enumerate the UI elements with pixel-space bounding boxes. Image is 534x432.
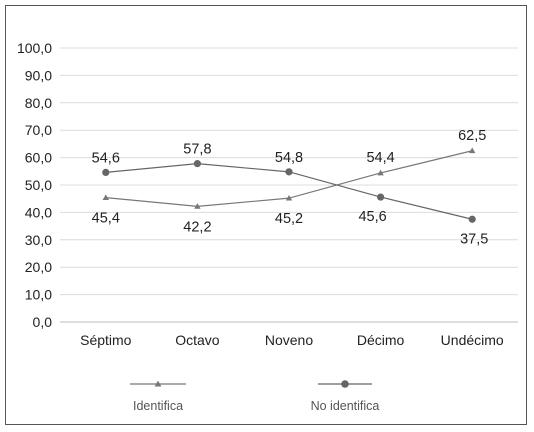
x-category-label: Décimo [357, 332, 405, 348]
y-tick-label: 10,0 [25, 287, 52, 303]
data-point-triangle [285, 194, 293, 201]
data-label: 54,8 [275, 150, 303, 166]
y-tick-label: 0,0 [33, 314, 53, 330]
data-point-circle [193, 160, 201, 168]
data-labels: 45,4 42,2 45,2 54,4 62,5 54,6 57,8 54,8 45,6 37,5 [92, 128, 489, 248]
data-label: 57,8 [183, 142, 211, 158]
legend-label: No identifica [311, 399, 380, 413]
legend-label: Identifica [133, 399, 183, 413]
data-label: 42,2 [183, 219, 211, 235]
data-point-circle [102, 168, 110, 176]
data-point-triangle [194, 203, 201, 209]
legend-triangle-icon [154, 380, 162, 387]
data-point-circle [377, 193, 385, 201]
data-point-triangle [469, 147, 476, 154]
y-tick-label: 20,0 [25, 259, 52, 275]
data-label: 45,6 [358, 209, 386, 225]
x-category-label: Octavo [175, 332, 220, 348]
y-tick-label: 40,0 [25, 204, 52, 220]
data-point-circle [285, 168, 293, 176]
y-tick-label: 90,0 [25, 67, 52, 83]
y-axis-ticks: 0,0 10,0 20,0 30,0 40,0 50,0 60,0 70,0 80,0 90,0 1… [17, 40, 52, 330]
y-tick-label: 70,0 [25, 122, 52, 138]
data-point-triangle [102, 194, 109, 201]
y-tick-label: 50,0 [25, 177, 52, 193]
y-tick-label: 80,0 [25, 95, 52, 111]
gridlines [60, 47, 518, 323]
series-lines [102, 147, 476, 223]
data-label: 54,4 [366, 150, 394, 166]
x-category-label: Noveno [265, 332, 313, 348]
data-label: 62,5 [458, 128, 486, 144]
y-tick-label: 60,0 [25, 150, 52, 166]
data-label: 37,5 [460, 231, 488, 247]
legend-circle-icon [341, 380, 349, 388]
data-label: 45,4 [92, 211, 120, 227]
x-axis-categories: Séptimo Octavo Noveno Décimo Undécimo [80, 332, 504, 348]
data-label: 54,6 [92, 150, 120, 166]
x-category-label: Séptimo [80, 332, 132, 348]
data-label: 45,2 [275, 211, 303, 227]
x-category-label: Undécimo [441, 332, 504, 348]
data-point-circle [468, 215, 476, 223]
data-point-triangle [377, 169, 384, 176]
y-tick-label: 30,0 [25, 232, 52, 248]
legend: Identifica No identifica [130, 380, 379, 413]
y-tick-label: 100,0 [17, 40, 52, 56]
